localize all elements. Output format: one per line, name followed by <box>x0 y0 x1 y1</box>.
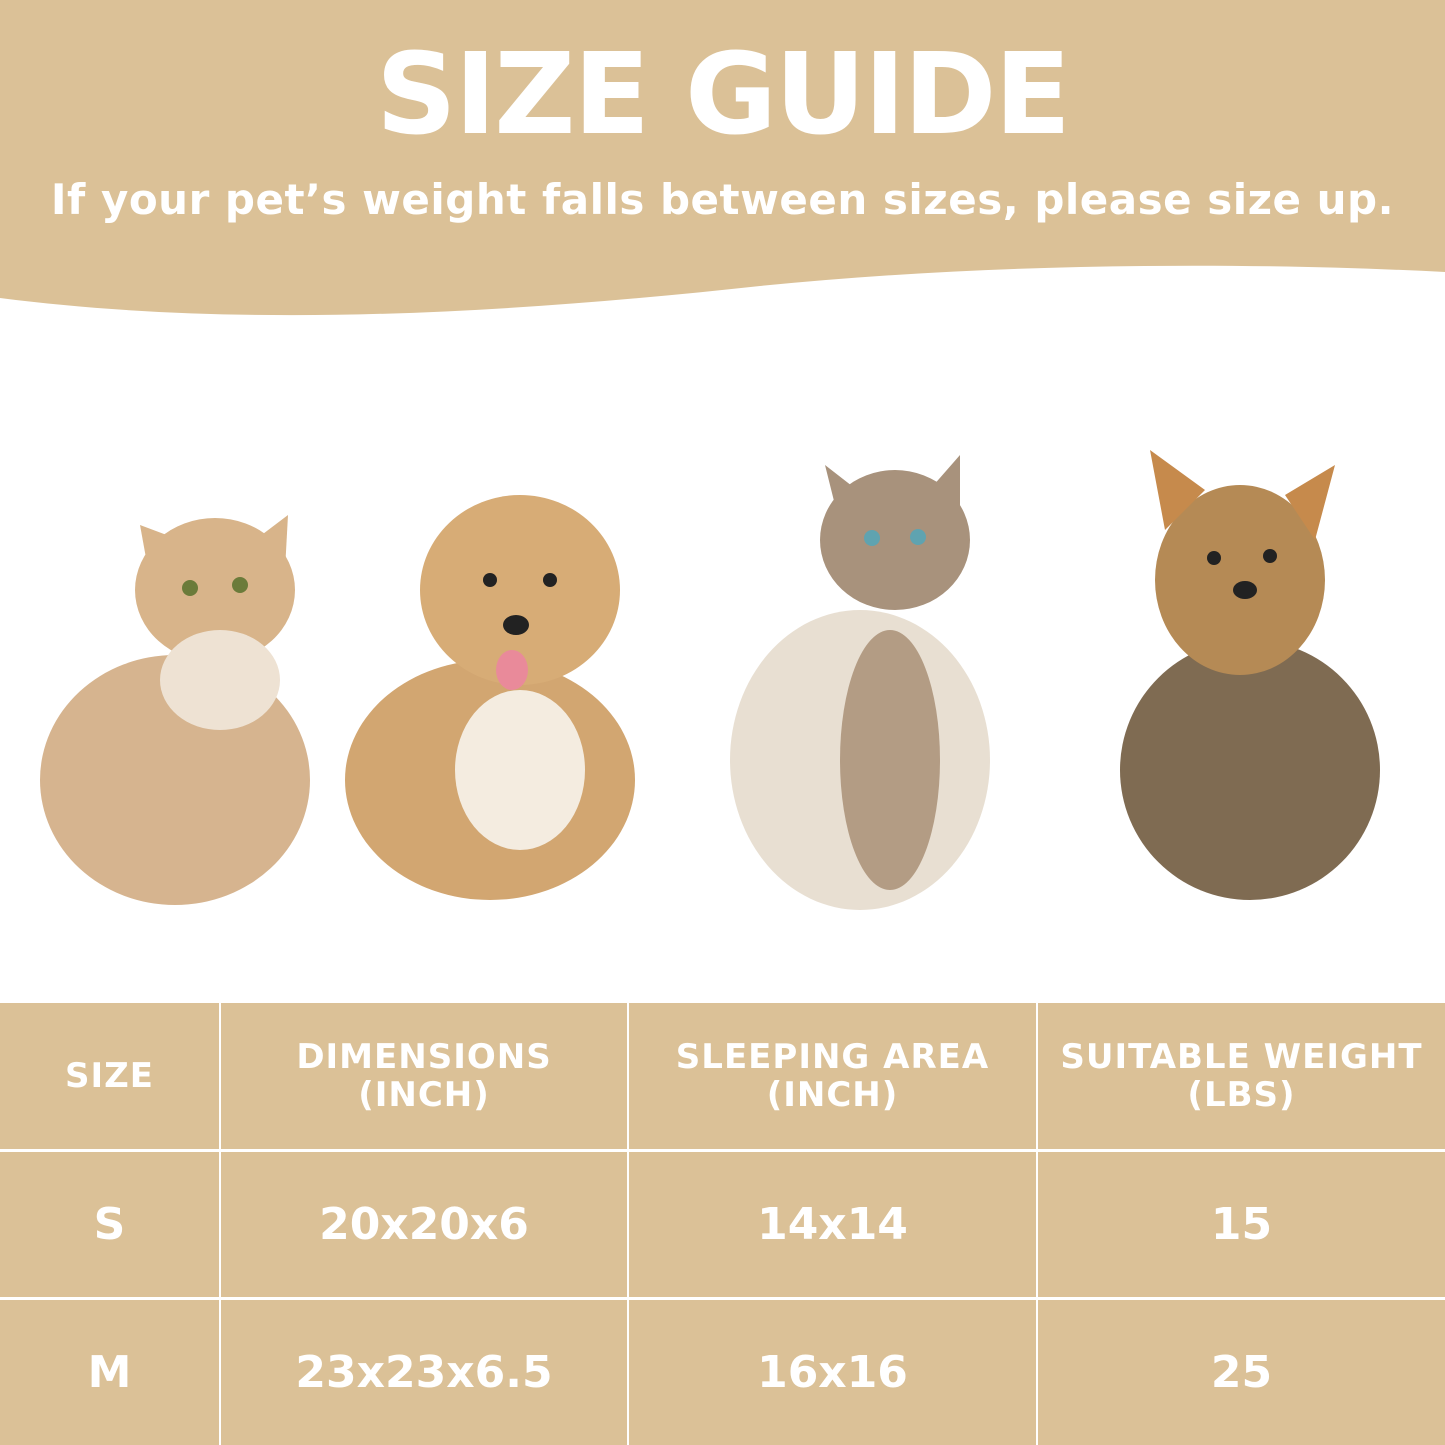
header-sleeping-area: SLEEPING AREA (INCH) <box>629 1003 1036 1149</box>
size-table: SIZE DIMENSIONS (INCH) SLEEPING AREA (INCH… <box>0 1003 1445 1445</box>
page-title: SIZE GUIDE <box>375 30 1071 160</box>
page-subtitle: If your pet’s weight falls between sizes… <box>50 175 1395 224</box>
row-m-weight: 25 <box>1038 1300 1445 1445</box>
pets-photo-row <box>40 450 1380 910</box>
header-banner <box>0 0 1445 316</box>
row-s-size: S <box>0 1152 219 1297</box>
row-m-dimensions: 23x23x6.5 <box>221 1300 627 1445</box>
row-s-dimensions: 20x20x6 <box>221 1152 627 1297</box>
row-s-sleeping-area: 14x14 <box>629 1152 1036 1297</box>
row-m-sleeping-area: 16x16 <box>629 1300 1036 1445</box>
row-s-weight: 15 <box>1038 1152 1445 1297</box>
fluffy-puppy-photo <box>345 495 635 900</box>
header-size: SIZE <box>0 1003 219 1149</box>
header-unit: (LBS) <box>1187 1075 1296 1115</box>
header-line: SLEEPING AREA <box>675 1037 990 1077</box>
header-suitable-weight: SUITABLE WEIGHT (LBS) <box>1038 1003 1445 1149</box>
yorkshire-terrier-photo <box>1120 450 1380 900</box>
header-line: SUITABLE WEIGHT <box>1060 1037 1423 1077</box>
header-dimensions: DIMENSIONS (INCH) <box>221 1003 627 1149</box>
wave-background <box>0 0 1445 316</box>
header-unit: (INCH) <box>766 1075 899 1115</box>
golden-cat-photo <box>40 515 310 905</box>
row-m-size: M <box>0 1300 219 1445</box>
header-line: DIMENSIONS <box>296 1037 552 1077</box>
header-line: SIZE <box>64 1056 155 1096</box>
header-unit: (INCH) <box>358 1075 490 1115</box>
ragdoll-cat-photo <box>730 455 990 910</box>
